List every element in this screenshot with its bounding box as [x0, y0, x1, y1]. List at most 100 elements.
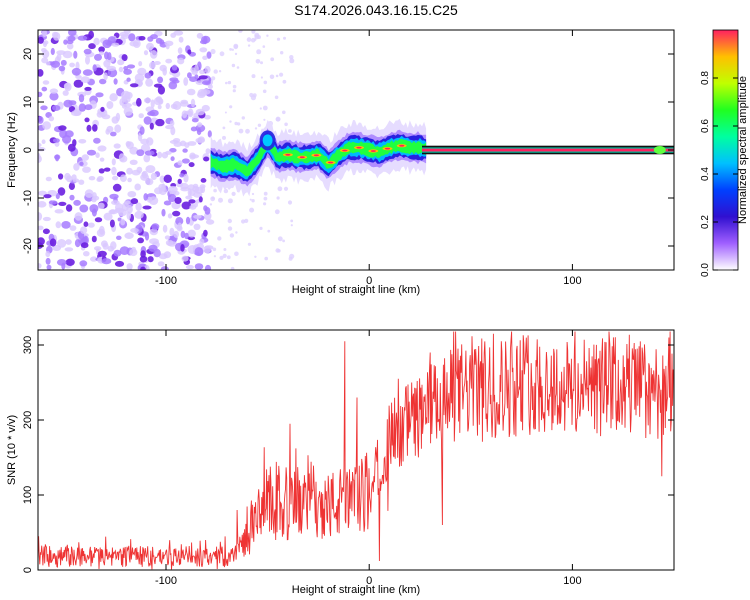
noise-blob: [58, 173, 64, 180]
faint-dot: [289, 58, 295, 64]
noise-blob: [158, 183, 166, 191]
noise-blob: [174, 197, 182, 204]
x-tick-label: -100: [155, 575, 177, 587]
x-tick-label: 0: [366, 575, 372, 587]
noise-blob: [104, 51, 109, 60]
noise-blob: [73, 50, 78, 59]
noise-blob: [118, 153, 125, 162]
faint-dot: [260, 61, 263, 65]
x-tick-label: -100: [155, 275, 177, 287]
faint-dot: [251, 30, 256, 34]
faint-dot: [262, 45, 266, 48]
noise-blob: [48, 116, 55, 122]
noise-blob: [143, 193, 148, 201]
noise-blob: [138, 36, 146, 41]
faint-dot: [290, 224, 293, 227]
noise-blob: [135, 202, 142, 211]
noise-blob: [115, 203, 123, 212]
noise-blob: [87, 222, 95, 228]
noise-blob: [170, 32, 177, 38]
noise-blob: [55, 193, 60, 200]
faint-dot: [259, 107, 262, 110]
noise-blob: [73, 163, 80, 171]
ridge-hotspot: [328, 161, 334, 164]
noise-blob: [143, 97, 152, 104]
noise-blob: [69, 225, 77, 231]
noise-blob: [73, 79, 84, 88]
noise-blob: [123, 103, 132, 108]
noise-blob: [159, 175, 165, 183]
colorbar-label: Normalized spectral amplitude: [737, 76, 749, 224]
faint-dot: [282, 239, 285, 243]
noise-blob: [38, 201, 47, 208]
ridge-hotspot: [299, 156, 305, 159]
noise-blob: [78, 103, 87, 112]
colorbar-axes: 0.0 0.2 0.4 0.6 0.8: [700, 71, 738, 277]
noise-blob: [38, 69, 44, 77]
noise-blob: [49, 238, 57, 247]
faint-dot: [262, 105, 268, 111]
noise-blob: [38, 155, 42, 163]
faint-dot: [211, 196, 215, 200]
noise-blob: [57, 187, 66, 196]
faint-dot: [231, 191, 236, 196]
noise-blob: [203, 156, 210, 162]
faint-dot: [238, 128, 244, 134]
noise-blob: [63, 83, 70, 90]
noise-blob: [129, 146, 139, 155]
noise-blob: [123, 68, 132, 75]
noise-blob: [99, 157, 105, 162]
faint-dot: [247, 44, 251, 47]
faint-dot: [276, 37, 281, 41]
faint-dot: [227, 218, 232, 224]
noise-blob: [66, 42, 74, 50]
noise-blob: [171, 64, 178, 71]
noise-blob: [185, 195, 193, 200]
noise-blob: [161, 151, 169, 159]
noise-blob: [80, 76, 90, 83]
noise-blob: [165, 102, 170, 110]
faint-dot: [229, 48, 233, 51]
noise-blob: [49, 88, 59, 94]
noise-blob: [106, 125, 114, 133]
noise-blob: [38, 237, 45, 246]
noise-blob: [199, 69, 206, 75]
noise-blob: [38, 91, 43, 98]
noise-blob: [140, 266, 146, 270]
y-tick-label: 10: [22, 96, 34, 108]
noise-blob: [80, 226, 88, 234]
noise-blob: [173, 141, 182, 147]
noise-blob: [148, 244, 158, 252]
x-tick-label: 100: [563, 275, 581, 287]
noise-blob: [72, 178, 80, 183]
noise-blob: [40, 105, 48, 111]
faint-dot: [212, 247, 217, 252]
noise-blob: [71, 67, 82, 76]
noise-blob: [97, 145, 107, 152]
faint-dot: [229, 120, 232, 123]
noise-blob: [82, 69, 93, 76]
faint-dot: [238, 30, 243, 33]
noise-blob: [69, 194, 75, 201]
faint-dot: [252, 93, 257, 98]
noise-blob: [163, 174, 172, 183]
noise-blob: [42, 228, 50, 235]
noise-blob: [54, 209, 64, 214]
noise-blob: [200, 89, 211, 95]
noise-blob: [150, 99, 155, 108]
noise-blob: [134, 183, 141, 191]
noise-blob: [116, 235, 122, 240]
faint-dot: [255, 59, 261, 64]
noise-blob: [136, 149, 145, 157]
noise-blob: [79, 204, 89, 213]
noise-blob: [199, 238, 205, 245]
noise-blob: [138, 113, 144, 119]
spectrogram-xlabel: Height of straight line (km): [292, 284, 420, 296]
noise-blob: [49, 92, 59, 101]
noise-blob: [147, 256, 154, 263]
noise-blob: [45, 257, 51, 265]
noise-blob: [111, 42, 120, 47]
noise-blob: [162, 67, 167, 76]
noise-blob: [101, 258, 112, 265]
